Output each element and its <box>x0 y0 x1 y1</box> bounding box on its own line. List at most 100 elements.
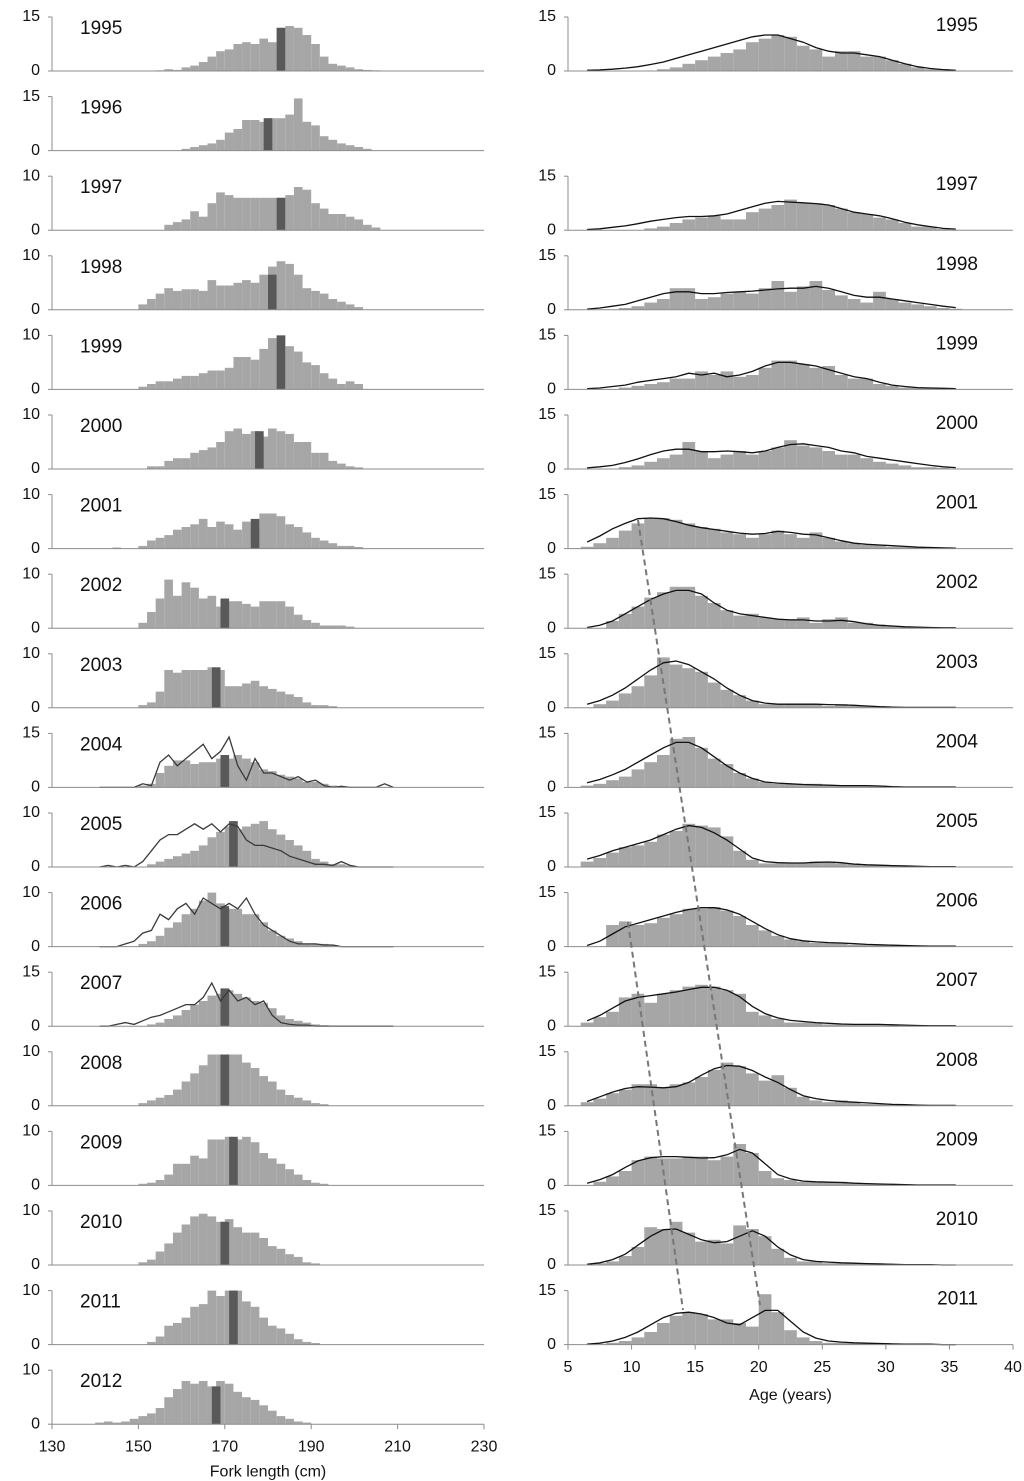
bar <box>606 621 619 629</box>
y-tick-label: 0 <box>547 619 556 636</box>
bar <box>720 454 734 469</box>
bar <box>682 63 696 71</box>
bar <box>328 785 338 788</box>
bar <box>771 35 785 71</box>
bar <box>593 1017 607 1027</box>
bar <box>669 223 683 231</box>
bar <box>172 672 182 708</box>
bar <box>250 197 260 231</box>
bar <box>328 625 338 629</box>
bar <box>233 686 243 708</box>
bar <box>216 192 225 231</box>
y-tick-label: 10 <box>22 406 40 423</box>
bar <box>835 704 848 708</box>
bar <box>618 1089 632 1106</box>
bar <box>293 98 303 151</box>
bar <box>311 203 320 231</box>
bar <box>746 537 759 549</box>
bar <box>250 680 260 708</box>
bar <box>302 442 312 469</box>
bar <box>302 1180 312 1186</box>
panel-title: 2008 <box>80 1053 122 1074</box>
bar <box>207 280 217 310</box>
bar <box>873 545 886 549</box>
bar <box>822 451 835 469</box>
bar <box>198 145 208 151</box>
bar <box>695 527 708 549</box>
bar <box>682 823 696 867</box>
x-tick-label: 30 <box>877 1359 895 1376</box>
bar <box>190 147 199 151</box>
bar <box>172 1015 182 1027</box>
bar <box>784 1087 797 1106</box>
y-tick-label: 0 <box>547 779 556 796</box>
bar <box>276 1416 286 1425</box>
bar <box>259 1153 268 1186</box>
bar <box>758 288 772 310</box>
bar <box>784 1330 797 1345</box>
bar <box>682 586 696 629</box>
bar <box>259 1002 268 1027</box>
bar <box>250 914 260 947</box>
bar <box>172 290 182 310</box>
bar <box>618 1256 632 1265</box>
x-axis-label: Age (years) <box>749 1387 832 1404</box>
line <box>587 443 956 469</box>
bar <box>860 302 874 310</box>
bar <box>695 595 708 629</box>
bar <box>233 908 243 947</box>
bar <box>796 863 810 867</box>
bar <box>207 527 217 549</box>
y-tick-label: 10 <box>22 247 40 264</box>
bar <box>809 1341 823 1345</box>
bar <box>337 214 346 231</box>
bar <box>190 452 199 469</box>
bar <box>746 454 759 469</box>
line <box>586 907 956 947</box>
panel-title: 2010 <box>936 1209 978 1230</box>
median-marker <box>220 1221 230 1265</box>
bar <box>758 38 772 71</box>
bar <box>198 450 208 469</box>
bar <box>707 827 721 867</box>
y-tick-label: 0 <box>31 221 40 238</box>
y-tick-label: 10 <box>22 1361 40 1378</box>
bar <box>949 308 963 310</box>
bar <box>784 1257 797 1265</box>
bar <box>198 1381 208 1425</box>
bar <box>860 214 874 231</box>
bar <box>207 762 217 788</box>
bar <box>746 212 759 231</box>
bar <box>682 1312 696 1345</box>
y-tick-label: 0 <box>547 540 556 557</box>
bar <box>669 831 683 867</box>
bar <box>242 433 251 469</box>
median-marker <box>276 335 286 390</box>
bar <box>181 148 191 151</box>
x-tick-label: 20 <box>750 1359 768 1376</box>
bar <box>835 295 848 310</box>
panel-title: 1995 <box>936 15 978 36</box>
bar <box>259 38 268 71</box>
bar <box>285 694 294 708</box>
bar <box>809 1022 823 1027</box>
bar <box>311 452 320 469</box>
bar <box>354 467 364 469</box>
bar <box>771 863 785 867</box>
bar <box>155 1408 165 1425</box>
bar <box>695 671 708 708</box>
bar <box>172 1232 182 1265</box>
bar <box>822 1102 835 1106</box>
bar <box>771 783 785 788</box>
bar <box>746 1153 759 1186</box>
bar <box>873 56 886 71</box>
bar <box>796 704 810 708</box>
bar <box>345 67 355 71</box>
bar <box>720 689 734 708</box>
bar <box>771 619 785 629</box>
bar <box>354 546 364 549</box>
bar <box>302 1341 312 1345</box>
bar <box>129 1418 139 1425</box>
bar <box>198 62 208 71</box>
bar <box>293 274 303 310</box>
